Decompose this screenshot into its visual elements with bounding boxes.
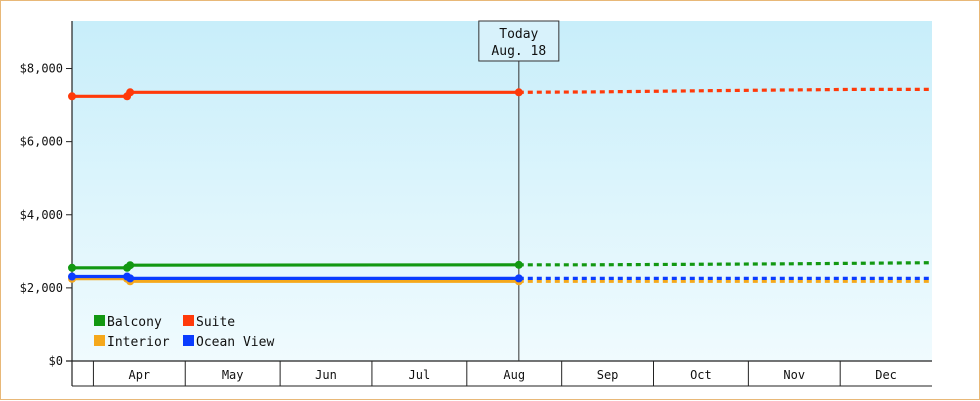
axes: $0 $2,000 $4,000 $6,000 $8,000 Apr May Jun Jul Au… [20, 21, 932, 387]
today-marker: Today Aug. 18 [478, 20, 560, 361]
x-tick-label: May [222, 368, 244, 382]
y-tick-label: $2,000 [20, 281, 63, 295]
today-label-date: Aug. 18 [491, 44, 546, 59]
plot-area [72, 21, 932, 361]
series-balcony-point [126, 261, 135, 270]
x-tick-label: Dec [875, 368, 897, 382]
legend-label-suite: Suite [196, 315, 235, 330]
series-suite-point [68, 92, 76, 101]
series-suite-point [126, 88, 135, 97]
x-tick-label: Jun [315, 368, 337, 382]
series-balcony-point [514, 260, 523, 269]
x-tick-label: Nov [783, 368, 805, 382]
legend-swatch-suite [183, 315, 194, 326]
legend: Balcony Suite Interior Ocean View [94, 315, 274, 350]
series-balcony-forecast-line [518, 261, 933, 267]
x-tick-label: Aug [503, 368, 525, 382]
x-tick-label: Apr [128, 368, 150, 382]
series-ocean-view-point [126, 274, 135, 283]
series-ocean-view-point [68, 272, 76, 281]
x-tick-label: Jul [409, 368, 431, 382]
y-tick-label: $0 [49, 354, 63, 368]
x-tick-label: Sep [597, 368, 619, 382]
legend-label-balcony: Balcony [107, 315, 162, 330]
y-tick-label: $6,000 [20, 135, 63, 149]
series-suite-point [514, 88, 523, 97]
y-tick-label: $4,000 [20, 208, 63, 222]
today-label-box [478, 20, 560, 62]
legend-swatch-interior [94, 335, 105, 346]
legend-label-ocean-view: Ocean View [196, 335, 274, 350]
legend-label-interior: Interior [107, 335, 170, 350]
legend-swatch-balcony [94, 315, 105, 326]
series-balcony-point [68, 263, 76, 272]
series-layer [68, 87, 933, 286]
x-tick-label: Oct [690, 368, 712, 382]
series-suite-forecast-line [518, 87, 932, 94]
series-ocean-view-point [514, 274, 523, 283]
legend-swatch-ocean-view [183, 335, 194, 346]
today-label-title: Today [499, 27, 538, 42]
y-tick-label: $8,000 [20, 62, 63, 76]
